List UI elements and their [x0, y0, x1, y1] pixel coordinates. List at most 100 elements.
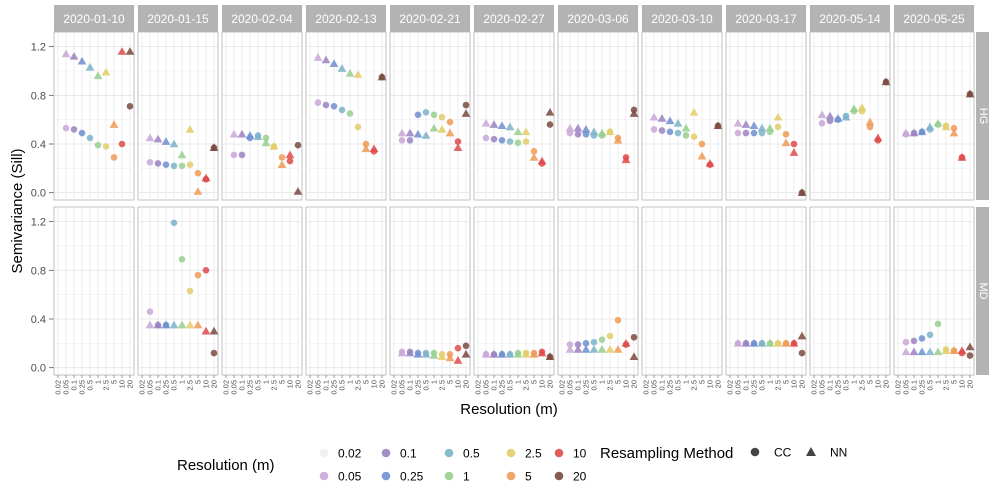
- row-strip-background: [976, 32, 989, 200]
- x-tick-label: 0.5: [590, 380, 599, 390]
- point-nn: [773, 112, 783, 121]
- point-nn: [101, 67, 111, 76]
- point-cc: [398, 348, 406, 356]
- point-cc: [482, 351, 490, 358]
- point-cc: [330, 102, 338, 110]
- point-cc: [62, 124, 70, 132]
- point-nn: [529, 152, 539, 161]
- x-tick-label: 0.02: [726, 380, 735, 395]
- column-strip-2020-02-21: 2020-02-21: [390, 5, 470, 32]
- panel-background: [389, 31, 471, 201]
- column-strip-label: 2020-05-14: [819, 12, 881, 26]
- point-cc: [874, 137, 882, 144]
- x-tick-label: 20: [882, 380, 891, 388]
- x-tick-label: 20: [378, 380, 387, 388]
- point-cc: [630, 333, 638, 341]
- y-tick-label: 0.0: [31, 188, 46, 200]
- point-cc: [514, 349, 522, 357]
- point-cc: [414, 111, 422, 119]
- x-tick-label: 20: [714, 380, 723, 388]
- point-nn: [145, 320, 155, 329]
- point-cc: [246, 134, 254, 142]
- x-tick-label: 0.02: [642, 380, 651, 395]
- panel-hg-2020-01-15: 2020-01-15: [137, 5, 219, 201]
- point-nn: [545, 107, 555, 116]
- y-tick-label: 0.8: [31, 90, 46, 102]
- x-tick-label: 2.5: [522, 380, 531, 390]
- x-tick-label: 0.25: [78, 380, 87, 395]
- point-cc: [202, 176, 210, 183]
- x-tick-label: 2.5: [354, 380, 363, 390]
- panel-background: [809, 206, 891, 376]
- point-nn: [93, 71, 103, 80]
- panel-hg-2020-02-04: 2020-02-04: [221, 5, 303, 201]
- point-cc: [950, 124, 958, 132]
- panel-md-2020-02-04: 0.02 0.05 0.1 0.25 0.5 1 2.5 5 10 20: [222, 206, 303, 395]
- x-tick-label: 1: [346, 380, 355, 384]
- legend-color-swatch: [506, 448, 516, 458]
- x-tick-label: 0.02: [390, 380, 399, 395]
- x-tick-label: 0.02: [894, 380, 903, 395]
- y-tick-label: 0.0: [31, 363, 46, 375]
- x-tick-label: 5: [950, 380, 959, 384]
- panel-hg-2020-02-21: 2020-02-21: [389, 5, 471, 201]
- point-cc: [202, 267, 210, 274]
- x-tick-label: 0.5: [506, 380, 515, 390]
- point-cc: [254, 132, 262, 139]
- point-cc: [622, 154, 630, 161]
- point-cc: [154, 160, 162, 167]
- x-tick-label: 1: [430, 380, 439, 384]
- legend-color-label: 2.5: [525, 447, 542, 461]
- point-cc: [842, 112, 850, 120]
- point-cc: [750, 340, 758, 347]
- point-nn: [865, 117, 875, 126]
- x-tick-label: 0.1: [154, 380, 163, 390]
- point-nn: [925, 347, 935, 356]
- legend-color-label: 0.1: [400, 447, 417, 461]
- point-cc: [406, 137, 414, 144]
- point-nn: [329, 59, 339, 67]
- point-cc: [338, 106, 346, 114]
- point-cc: [630, 106, 638, 114]
- point-cc: [950, 347, 958, 354]
- point-nn: [629, 352, 639, 361]
- x-tick-label: 5: [698, 380, 707, 384]
- panel-md-2020-03-17: 0.02 0.05 0.1 0.25 0.5 1 2.5 5 10 20: [726, 206, 807, 395]
- x-tick-label: 0.02: [558, 380, 567, 395]
- x-tick-label: 0.25: [834, 380, 843, 395]
- x-tick-label: 0.1: [490, 380, 499, 390]
- x-tick-label: 5: [782, 380, 791, 384]
- x-tick-label: 2.5: [606, 380, 615, 390]
- point-nn: [77, 56, 87, 65]
- x-tick-label: 5: [530, 380, 539, 384]
- point-cc: [438, 351, 446, 358]
- x-tick-label: 0.05: [398, 380, 407, 395]
- point-cc: [926, 126, 934, 133]
- point-nn: [193, 187, 203, 195]
- point-nn: [917, 347, 927, 356]
- x-tick-label: 0.25: [498, 380, 507, 395]
- column-strip-label: 2020-02-13: [315, 12, 377, 26]
- panel-md-2020-01-15: 0.02 0.05 0.1 0.25 0.5 1 2.5 5 10 20: [138, 206, 219, 395]
- point-nn: [345, 68, 355, 77]
- point-cc: [566, 129, 574, 137]
- x-tick-label: 2.5: [942, 380, 951, 390]
- column-strip-2020-02-13: 2020-02-13: [306, 5, 386, 32]
- x-tick-label: 1: [94, 380, 103, 384]
- panel-hg-2020-05-25: 2020-05-25: [893, 5, 975, 201]
- x-tick-label: 10: [706, 380, 715, 388]
- point-cc: [614, 134, 622, 142]
- point-nn: [61, 49, 71, 58]
- point-nn: [413, 129, 423, 138]
- point-cc: [94, 141, 102, 149]
- x-tick-label: 0.05: [902, 380, 911, 395]
- column-strip-label: 2020-02-04: [231, 12, 293, 26]
- x-tick-label: 1: [514, 380, 523, 384]
- point-cc: [506, 138, 514, 145]
- point-cc: [834, 116, 842, 123]
- legend-shape-title: Resampling Method: [600, 445, 733, 462]
- column-strip-background: [642, 5, 722, 32]
- point-cc: [766, 128, 774, 136]
- point-cc: [734, 340, 742, 347]
